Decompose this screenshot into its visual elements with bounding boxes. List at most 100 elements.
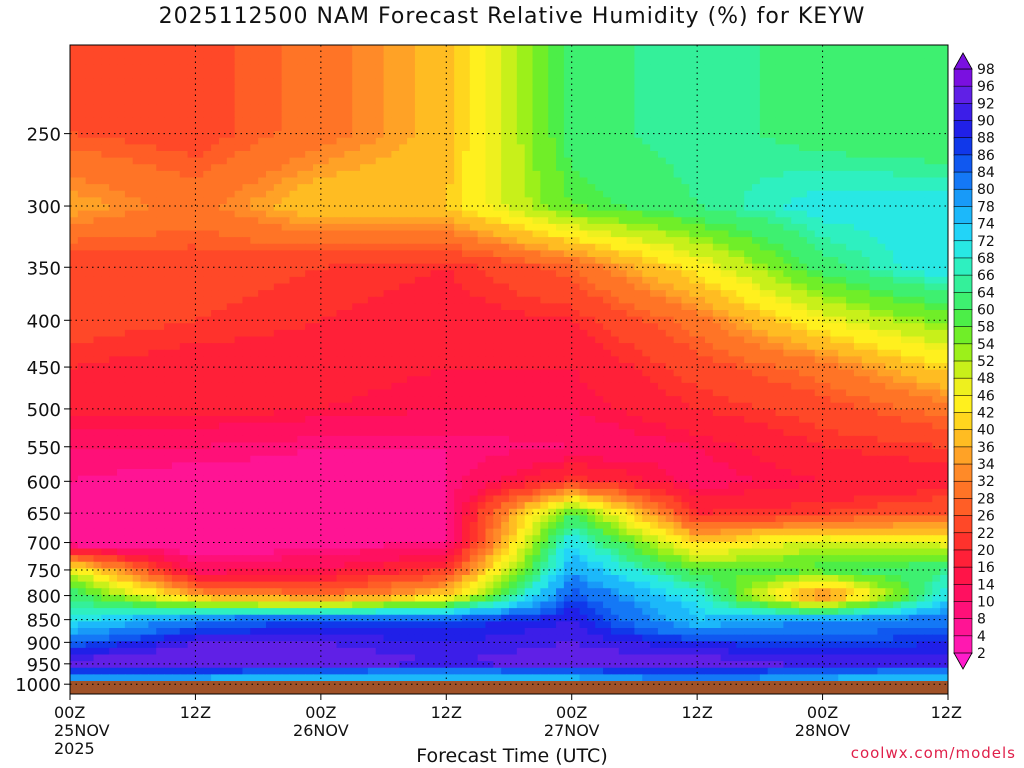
rh-cell [93,323,102,331]
rh-cell [759,296,769,304]
rh-cell [689,204,698,212]
rh-cell [626,177,636,185]
rh-cell [344,250,353,258]
rh-cell [148,98,157,106]
rh-cell [477,164,487,172]
rh-cell [556,91,565,99]
rh-cell [861,164,871,172]
rh-cell [132,98,142,106]
rh-cell [320,243,330,251]
rh-cell [940,210,948,218]
rh-cell [305,190,314,198]
rh-cell [626,64,636,73]
rh-cell [195,111,204,119]
rh-cell [783,204,792,212]
rh-cell [289,157,298,165]
rh-cell [767,144,777,152]
rh-cell [822,250,832,258]
rh-cell [501,223,510,232]
rh-cell [861,263,871,271]
rh-cell [297,323,306,331]
rh-cell [940,316,948,324]
rh-cell [265,243,275,251]
rh-cell [195,104,204,112]
rh-cell [407,210,416,218]
rh-cell [610,310,620,318]
rh-cell [438,303,447,311]
rh-cell [940,51,948,59]
rh-cell [218,310,228,318]
rh-cell [728,329,737,338]
rh-cell [516,310,526,318]
rh-cell [281,170,291,179]
rh-cell [352,223,361,232]
rh-cell [344,210,353,218]
rh-cell [556,336,565,344]
rh-cell [77,250,87,258]
rh-cell [846,237,855,245]
rh-cell [861,117,871,126]
rh-cell [524,290,534,298]
rh-cell [853,223,863,232]
rh-cell [595,197,604,205]
rh-cell [759,104,769,112]
rh-cell [367,276,377,285]
rh-cell [673,283,683,291]
rh-cell [736,104,745,112]
rh-cell [234,204,244,212]
rh-cell [665,323,675,331]
rh-cell [85,257,95,265]
rh-cell [344,98,353,106]
rh-cell [610,78,620,86]
rh-cell [438,296,447,304]
rh-cell [414,45,424,53]
rh-cell [446,71,455,79]
rh-cell [179,124,189,132]
rh-cell [932,329,941,338]
rh-cell [642,263,651,271]
rh-cell [109,263,118,271]
rh-cell [548,217,557,225]
rh-cell [509,310,518,318]
rh-cell [752,230,761,238]
rh-cell [650,310,659,318]
rh-cell [846,243,855,251]
rh-cell [336,124,345,132]
rh-cell [704,124,714,132]
rh-cell [900,137,910,145]
rh-cell [281,104,291,112]
rh-cell [289,58,298,66]
rh-cell [610,45,620,53]
rh-cell [399,91,408,99]
rh-cell [626,164,636,172]
rh-cell [187,164,197,172]
rh-cell [869,323,879,331]
rh-cell [932,190,941,198]
rh-cell [234,98,244,106]
rh-cell [383,164,393,172]
rh-cell [281,157,291,165]
rh-cell [148,217,157,225]
rh-cell [900,230,910,238]
rh-cell [885,91,894,99]
rh-cell [77,131,87,139]
rh-cell [124,51,134,59]
rh-cell [665,210,675,218]
rh-cell [124,323,134,331]
rh-cell [767,51,777,59]
rh-cell [305,117,314,126]
rh-cell [383,51,393,59]
rh-cell [775,323,784,331]
rh-cell [704,257,714,265]
rh-cell [422,151,432,159]
rh-cell [587,170,596,179]
rh-cell [885,78,894,86]
rh-cell [258,71,267,79]
rh-cell [697,303,706,311]
rh-cell [791,51,800,59]
rh-cell [477,276,487,285]
rh-cell [775,296,784,304]
rh-cell [203,84,212,92]
rh-cell [665,104,675,112]
rh-cell [407,336,416,344]
